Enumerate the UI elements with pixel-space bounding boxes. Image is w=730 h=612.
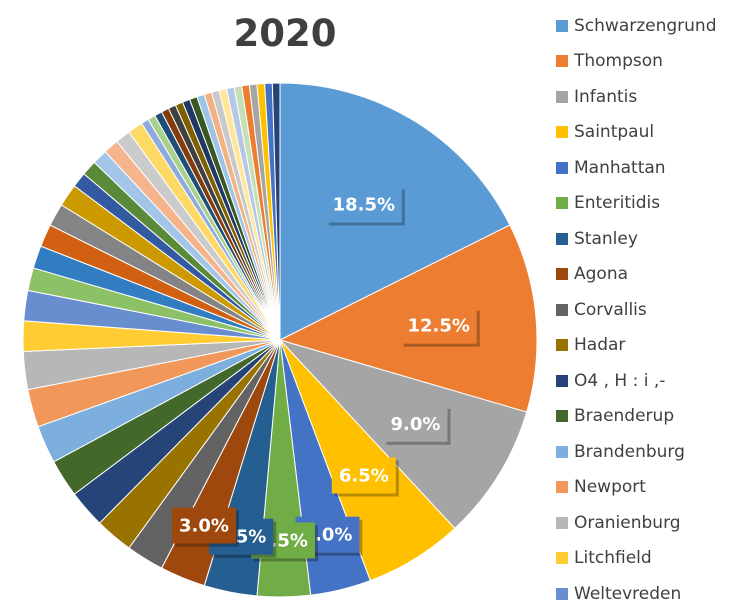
legend-label: Thompson: [574, 51, 663, 72]
legend-swatch: [556, 55, 568, 68]
legend-label: Saintpaul: [574, 122, 655, 143]
legend-item-hadar: Hadar: [556, 328, 728, 364]
legend-swatch: [556, 587, 568, 600]
legend-swatch: [556, 303, 568, 316]
legend-label: Litchfield: [574, 548, 652, 569]
data-label-infantis: 9.0%: [383, 405, 451, 445]
pie-slice-unlabeled-47: [271, 82, 281, 341]
legend-label: Newport: [574, 477, 646, 498]
legend-item-agona: Agona: [556, 257, 728, 293]
legend-swatch: [556, 552, 568, 565]
svg-text:4.0%: 4.0%: [303, 525, 353, 546]
legend-item-o4-h-i: O4 , H : i ,-: [556, 363, 728, 399]
legend-label: Stanley: [574, 228, 638, 249]
svg-text:9.0%: 9.0%: [391, 414, 441, 435]
svg-text:3.0%: 3.0%: [179, 516, 229, 537]
legend-label: Corvallis: [574, 299, 647, 320]
legend-item-brandenburg: Brandenburg: [556, 434, 728, 470]
legend-item-weltevreden: Weltevreden: [556, 576, 728, 612]
svg-text:18.5%: 18.5%: [333, 195, 395, 216]
legend-item-oranienburg: Oranienburg: [556, 505, 728, 541]
legend-item-saintpaul: Saintpaul: [556, 115, 728, 151]
legend-swatch: [556, 268, 568, 281]
svg-text:6.5%: 6.5%: [339, 466, 389, 487]
legend-item-schwarzengrund: Schwarzengrund: [556, 8, 728, 44]
legend-label: Schwarzengrund: [574, 15, 717, 36]
legend-item-braenderup: Braenderup: [556, 399, 728, 435]
svg-text:12.5%: 12.5%: [407, 316, 469, 337]
legend-swatch: [556, 374, 568, 387]
legend-swatch: [556, 516, 568, 529]
legend-item-manhattan: Manhattan: [556, 150, 728, 186]
legend-label: Manhattan: [574, 157, 666, 178]
legend-swatch: [556, 90, 568, 103]
legend-item-enteritidis: Enteritidis: [556, 186, 728, 222]
data-label-schwarzengrund: 18.5%: [325, 186, 405, 226]
legend-swatch: [556, 19, 568, 32]
legend-label: Oranienburg: [574, 512, 681, 533]
legend-label: Enteritidis: [574, 193, 661, 214]
chart-title: 2020: [233, 12, 337, 55]
data-labels: 18.5%12.5%9.0%6.5%4.0%3.5%3.5%3.0%: [172, 186, 480, 562]
legend-item-litchfield: Litchfield: [556, 541, 728, 577]
legend-item-stanley: Stanley: [556, 221, 728, 257]
legend-swatch: [556, 232, 568, 245]
legend-swatch: [556, 481, 568, 494]
legend-swatch: [556, 410, 568, 423]
legend-swatch: [556, 339, 568, 352]
legend-label: Agona: [574, 264, 629, 285]
legend-swatch: [556, 161, 568, 174]
legend-item-infantis: Infantis: [556, 79, 728, 115]
data-label-thompson: 12.5%: [400, 307, 480, 347]
legend-item-thompson: Thompson: [556, 44, 728, 80]
legend-swatch: [556, 126, 568, 139]
data-label-agona: 3.0%: [172, 507, 239, 547]
legend-item-corvallis: Corvallis: [556, 292, 728, 328]
legend-swatch: [556, 445, 568, 458]
legend-item-newport: Newport: [556, 470, 728, 506]
legend: Schwarzengrund Thompson Infantis Saintpaul M…: [556, 8, 728, 612]
legend-label: Braenderup: [574, 406, 675, 427]
legend-label: O4 , H : i ,-: [574, 370, 666, 391]
legend-label: Weltevreden: [574, 583, 682, 604]
legend-label: Hadar: [574, 335, 626, 356]
pie-chart: 18.5%12.5%9.0%6.5%4.0%3.5%3.5%3.0%: [22, 82, 538, 598]
legend-swatch: [556, 197, 568, 210]
data-label-saintpaul: 6.5%: [331, 457, 399, 497]
legend-label: Infantis: [574, 86, 638, 107]
legend-label: Brandenburg: [574, 441, 685, 462]
